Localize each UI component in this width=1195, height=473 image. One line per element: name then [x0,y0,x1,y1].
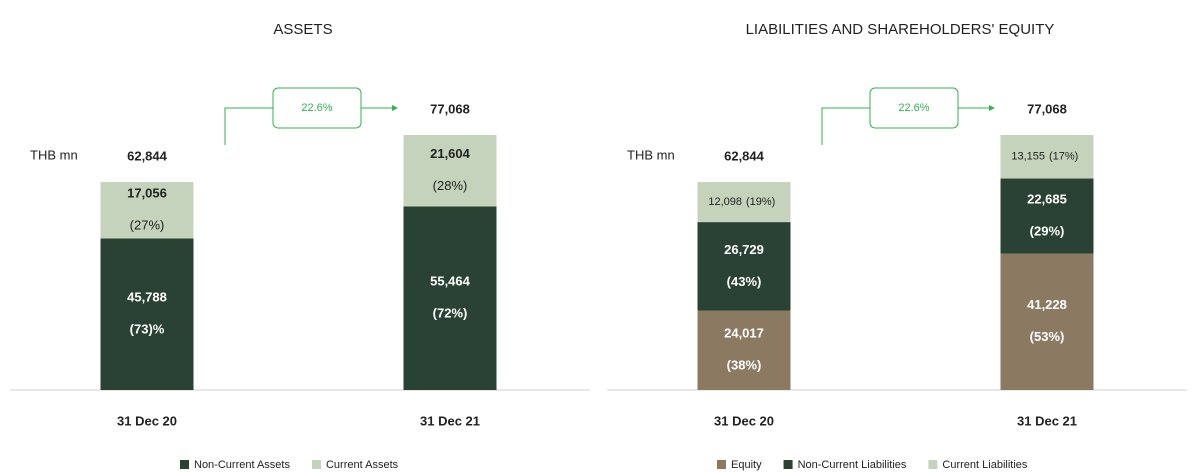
growth-arrowhead [392,105,398,111]
growth-connector [224,107,394,145]
total-label: 62,844 [724,149,765,164]
bar-segment [403,206,497,390]
total-label: 77,068 [430,101,470,116]
legend-label: Equity [731,459,762,471]
share-label: (29%) [1030,223,1065,238]
growth-connector [821,107,991,145]
share-label: (53%) [1030,329,1065,344]
bar-segment [697,222,791,311]
unit-label: THB mn [627,147,675,162]
share-label: (73)% [130,322,165,337]
value-label: 17,056 [127,186,167,201]
legend-swatch [717,460,726,469]
value-label: 12,098 [708,196,742,208]
value-label: 41,228 [1027,297,1067,312]
legend-swatch [783,460,793,469]
growth-box [869,87,959,129]
growth-arrowhead [989,105,995,111]
growth-box [272,87,362,129]
growth-label: 22.6% [898,102,929,114]
total-label: 62,844 [127,149,168,164]
chart: LIABILITIES AND SHAREHOLDERS' EQUITY THB … [607,21,1187,471]
value-label: 24,017 [724,326,764,341]
bar-segment [100,182,194,239]
value-label: 26,729 [724,242,764,257]
legend-label: Non-Current Liabilities [798,459,907,471]
total-label: 77,068 [1027,101,1067,116]
legend-label: Current Liabilities [942,459,1027,471]
bar-segment [100,238,194,390]
share-label: (28%) [433,178,468,193]
share-label: (27%) [130,218,165,233]
chart-title: LIABILITIES AND SHAREHOLDERS' EQUITY [746,21,1055,38]
legend-swatch [311,460,321,469]
x-tick-label: 31 Dec 20 [117,413,177,428]
growth-label: 22.6% [301,102,332,114]
share-label: (43%) [727,274,762,289]
chart: ASSETS THB mn 45,788 (73)% 17,056 (27%) 62,844… [10,21,590,471]
bar-segment [403,135,497,207]
x-tick-label: 31 Dec 21 [1017,413,1077,428]
bar-segment [697,310,791,390]
share-label: (17%) [1049,151,1078,163]
chart-title: ASSETS [273,21,332,38]
value-label: 45,788 [127,290,167,305]
value-label: 13,155 [1011,151,1045,163]
legend-label: Current Assets [326,459,399,471]
bar-segment [1000,178,1094,254]
bar-segment [697,182,791,223]
x-tick-label: 31 Dec 21 [420,413,480,428]
share-label: (38%) [727,358,762,373]
legend-swatch [180,460,189,469]
value-label: 21,604 [430,146,471,161]
x-tick-label: 31 Dec 20 [714,413,774,428]
value-label: 55,464 [430,274,471,289]
legend-swatch [928,460,938,469]
value-label: 22,685 [1027,191,1067,206]
share-label: (72%) [433,306,468,321]
legend-label: Non-Current Assets [194,459,290,471]
bar-segment [1000,135,1094,179]
bar-segment [1000,253,1094,390]
unit-label: THB mn [30,147,78,162]
share-label: (19%) [746,196,775,208]
